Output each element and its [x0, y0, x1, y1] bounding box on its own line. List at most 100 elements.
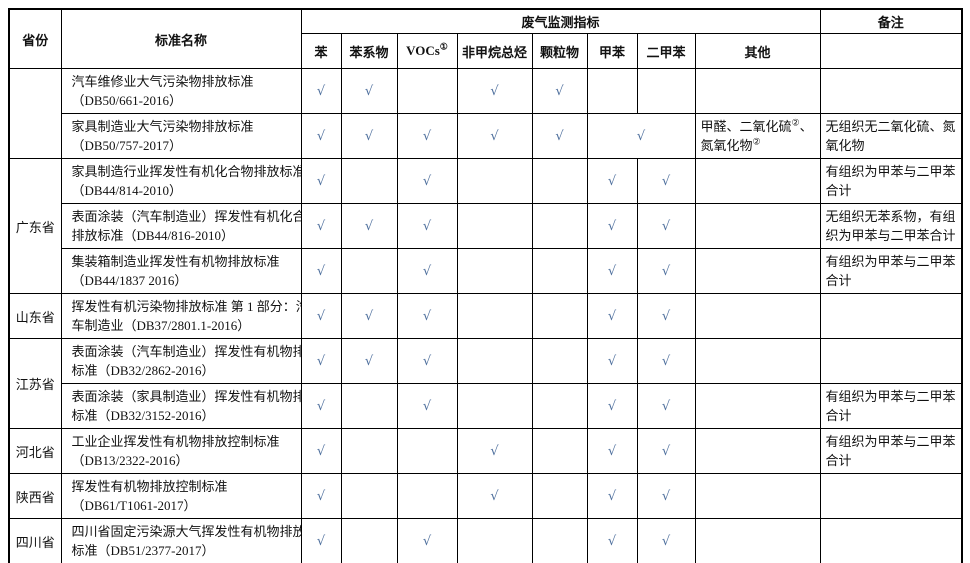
table-row: 表面涂装（汽车制造业）挥发性有机化合物 排放标准（DB44/816-2010） …: [9, 203, 963, 249]
check-xylene: √: [636, 248, 696, 294]
check-nmhc: √: [456, 68, 533, 114]
other-cell: [694, 293, 821, 339]
check-nmhc: [456, 338, 533, 384]
remark-cell: [819, 68, 963, 114]
check-vocs: √: [396, 248, 458, 294]
check-nmhc: [456, 248, 533, 294]
header-toluene: 甲苯: [586, 33, 638, 69]
standard-name-cell: 四川省固定污染源大气挥发性有机物排放 标准（DB51/2377-2017）: [60, 518, 302, 563]
check-benzene-series: √: [340, 203, 398, 249]
remark-cell: 有组织为甲苯与二甲苯合计: [819, 248, 963, 294]
check-nmhc: [456, 203, 533, 249]
check-particulate: [531, 338, 588, 384]
check-xylene: √: [636, 158, 696, 204]
province-cell-jiangsu: 江苏省: [8, 338, 62, 429]
header-other: 其他: [694, 33, 821, 69]
check-benzene: √: [300, 248, 342, 294]
table-row: 河北省 工业企业挥发性有机物排放控制标准 （DB13/2322-2016） √ …: [8, 428, 963, 474]
other-cell: [694, 428, 821, 474]
other-cell: [694, 518, 821, 563]
check-toluene: √: [586, 338, 638, 384]
check-xylene: √: [636, 428, 696, 474]
check-benzene-series: √: [340, 338, 398, 384]
check-xylene: √: [636, 473, 696, 519]
check-vocs: [396, 68, 458, 114]
check-xylene: √: [636, 338, 696, 384]
check-particulate: [531, 428, 588, 474]
check-vocs: [396, 428, 458, 474]
header-group-indicators: 废气监测指标: [300, 8, 821, 34]
table-row: 四川省 四川省固定污染源大气挥发性有机物排放 标准（DB51/2377-2017…: [8, 518, 963, 563]
header-remark: 备注: [819, 8, 963, 34]
table-row: 陕西省 挥发性有机物排放控制标准 （DB61/T1061-2017） √ √ √…: [8, 473, 963, 519]
vocs-footnote-mark: ①: [439, 41, 448, 52]
check-particulate: [531, 518, 588, 563]
check-benzene: √: [300, 473, 342, 519]
check-vocs: √: [396, 203, 458, 249]
other-cell: 甲醛、二氧化硫②、氮氧化物②: [694, 113, 821, 159]
check-toluene-xylene-merged: √: [586, 113, 696, 159]
check-toluene: √: [586, 383, 638, 429]
province-cell-sichuan: 四川省: [8, 518, 62, 563]
standard-name-cell: 表面涂装（汽车制造业）挥发性有机物排放 标准（DB32/2862-2016）: [60, 338, 302, 384]
check-xylene: [636, 68, 696, 114]
header-standard-name: 标准名称: [60, 8, 302, 69]
header-particulate: 颗粒物: [531, 33, 588, 69]
other-cell: [694, 68, 821, 114]
check-nmhc: √: [456, 428, 533, 474]
check-toluene: √: [586, 428, 638, 474]
other-cell: [694, 473, 821, 519]
check-particulate: [531, 383, 588, 429]
table-row: 集装箱制造业挥发性有机物排放标准 （DB44/1837 2016） √ √ √ …: [9, 248, 963, 294]
header-xylene: 二甲苯: [636, 33, 696, 69]
check-benzene-series: √: [340, 293, 398, 339]
check-benzene: √: [300, 293, 342, 339]
remark-cell: [819, 518, 963, 563]
check-vocs: √: [396, 293, 458, 339]
standard-name-cell: 集装箱制造业挥发性有机物排放标准 （DB44/1837 2016）: [60, 248, 302, 294]
header-nmhc: 非甲烷总烃: [456, 33, 533, 69]
other-cell: [694, 203, 821, 249]
standard-name-cell: 家具制造业大气污染物排放标准 （DB50/757-2017）: [60, 113, 302, 159]
standard-name-cell: 表面涂装（汽车制造业）挥发性有机化合物 排放标准（DB44/816-2010）: [60, 203, 302, 249]
check-benzene: √: [300, 338, 342, 384]
check-benzene: √: [300, 518, 342, 563]
check-nmhc: [456, 518, 533, 563]
remark-cell: 无组织无二氧化硫、氮氧化物: [819, 113, 963, 159]
check-benzene-series: [340, 248, 398, 294]
remark-cell: [819, 473, 963, 519]
table-row: 山东省 挥发性有机污染物排放标准 第 1 部分：汽 车制造业（DB37/2801…: [8, 293, 963, 339]
check-particulate: [531, 293, 588, 339]
header-province: 省份: [8, 8, 62, 69]
check-particulate: √: [531, 68, 588, 114]
standard-name-cell: 挥发性有机污染物排放标准 第 1 部分：汽 车制造业（DB37/2801.1-2…: [60, 293, 302, 339]
province-cell-hebei: 河北省: [8, 428, 62, 474]
header-benzene-series: 苯系物: [340, 33, 398, 69]
check-toluene: √: [586, 203, 638, 249]
check-benzene-series: [340, 518, 398, 563]
standard-name-cell: 表面涂装（家具制造业）挥发性有机物排放 标准（DB32/3152-2016）: [60, 383, 302, 429]
remark-cell: [819, 338, 963, 384]
table-row: 家具制造业大气污染物排放标准 （DB50/757-2017） √ √ √ √ √…: [9, 113, 963, 159]
check-benzene-series: [340, 158, 398, 204]
remark-cell: 无组织无苯系物，有组织为甲苯与二甲苯合计: [819, 203, 963, 249]
check-vocs: √: [396, 338, 458, 384]
standard-name-cell: 工业企业挥发性有机物排放控制标准 （DB13/2322-2016）: [60, 428, 302, 474]
check-toluene: √: [586, 473, 638, 519]
check-vocs: √: [396, 383, 458, 429]
check-particulate: √: [531, 113, 588, 159]
footnote-mark: ②: [752, 136, 761, 147]
check-toluene: √: [586, 518, 638, 563]
check-particulate: [531, 203, 588, 249]
table-row: 广东省 家具制造行业挥发性有机化合物排放标准 （DB44/814-2010） √…: [8, 158, 963, 294]
province-cell-shaanxi: 陕西省: [8, 473, 62, 519]
other-cell: [694, 383, 821, 429]
other-cell: [694, 158, 821, 204]
standard-name-cell: 家具制造行业挥发性有机化合物排放标准 （DB44/814-2010）: [60, 158, 302, 204]
header-remark-empty: [819, 33, 963, 69]
check-toluene: √: [586, 248, 638, 294]
other-cell: [694, 338, 821, 384]
check-benzene-series: √: [340, 113, 398, 159]
check-nmhc: √: [456, 113, 533, 159]
